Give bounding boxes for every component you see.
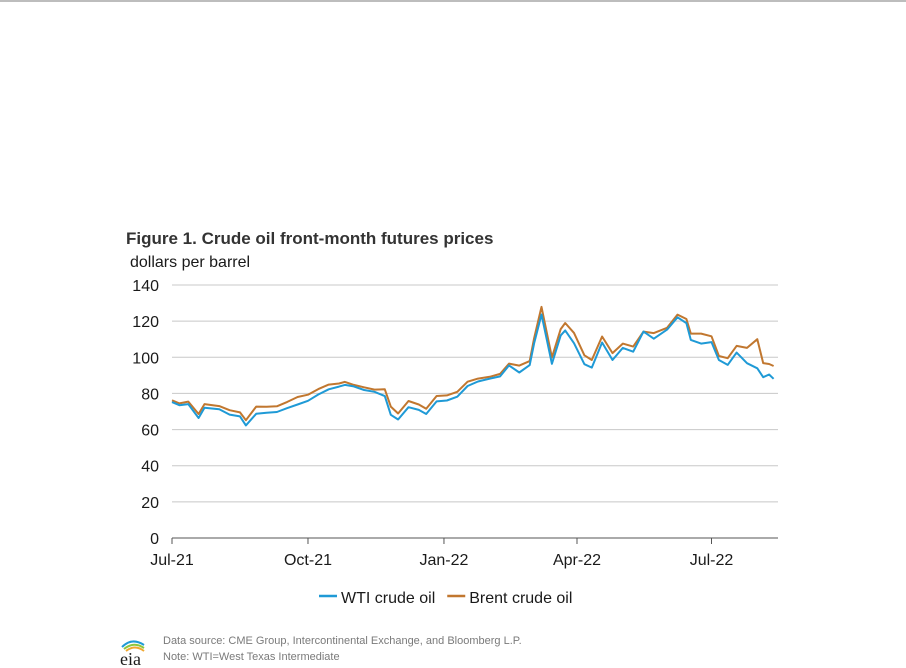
top-rule: [0, 0, 906, 2]
data-source-line: Data source: CME Group, Intercontinental…: [163, 635, 522, 647]
y-unit-label: dollars per barrel: [130, 254, 251, 271]
eia-logo: eia: [120, 640, 145, 667]
series-line-wti-crude-oil: [171, 313, 775, 427]
figure-title: Figure 1. Crude oil front-month futures …: [126, 229, 494, 248]
x-tick-label-Jul-22: Jul-22: [690, 552, 734, 569]
y-tick-label-140: 140: [132, 278, 159, 295]
x-tick-label-Oct-21: Oct-21: [284, 552, 332, 569]
svg-text:eia: eia: [120, 649, 141, 667]
y-tick-label-120: 120: [132, 314, 159, 331]
note-line: Note: WTI=West Texas Intermediate: [163, 651, 340, 663]
y-tick-label-20: 20: [141, 495, 159, 512]
y-tick-label-80: 80: [141, 386, 159, 403]
source-note: Data source: CME Group, Intercontinental…: [163, 633, 522, 665]
legend-label-brent-crude-oil: Brent crude oil: [469, 590, 572, 607]
legend-label-wti-crude-oil: WTI crude oil: [341, 590, 435, 607]
x-tick-label-Apr-22: Apr-22: [553, 552, 601, 569]
y-tick-label-100: 100: [132, 350, 159, 367]
y-tick-label-60: 60: [141, 423, 159, 440]
y-tick-label-0: 0: [150, 531, 159, 548]
series-line-brent-crude-oil: [171, 305, 775, 422]
x-tick-label-Jan-22: Jan-22: [420, 552, 469, 569]
x-tick-label-Jul-21: Jul-21: [150, 552, 194, 569]
y-tick-label-40: 40: [141, 459, 159, 476]
